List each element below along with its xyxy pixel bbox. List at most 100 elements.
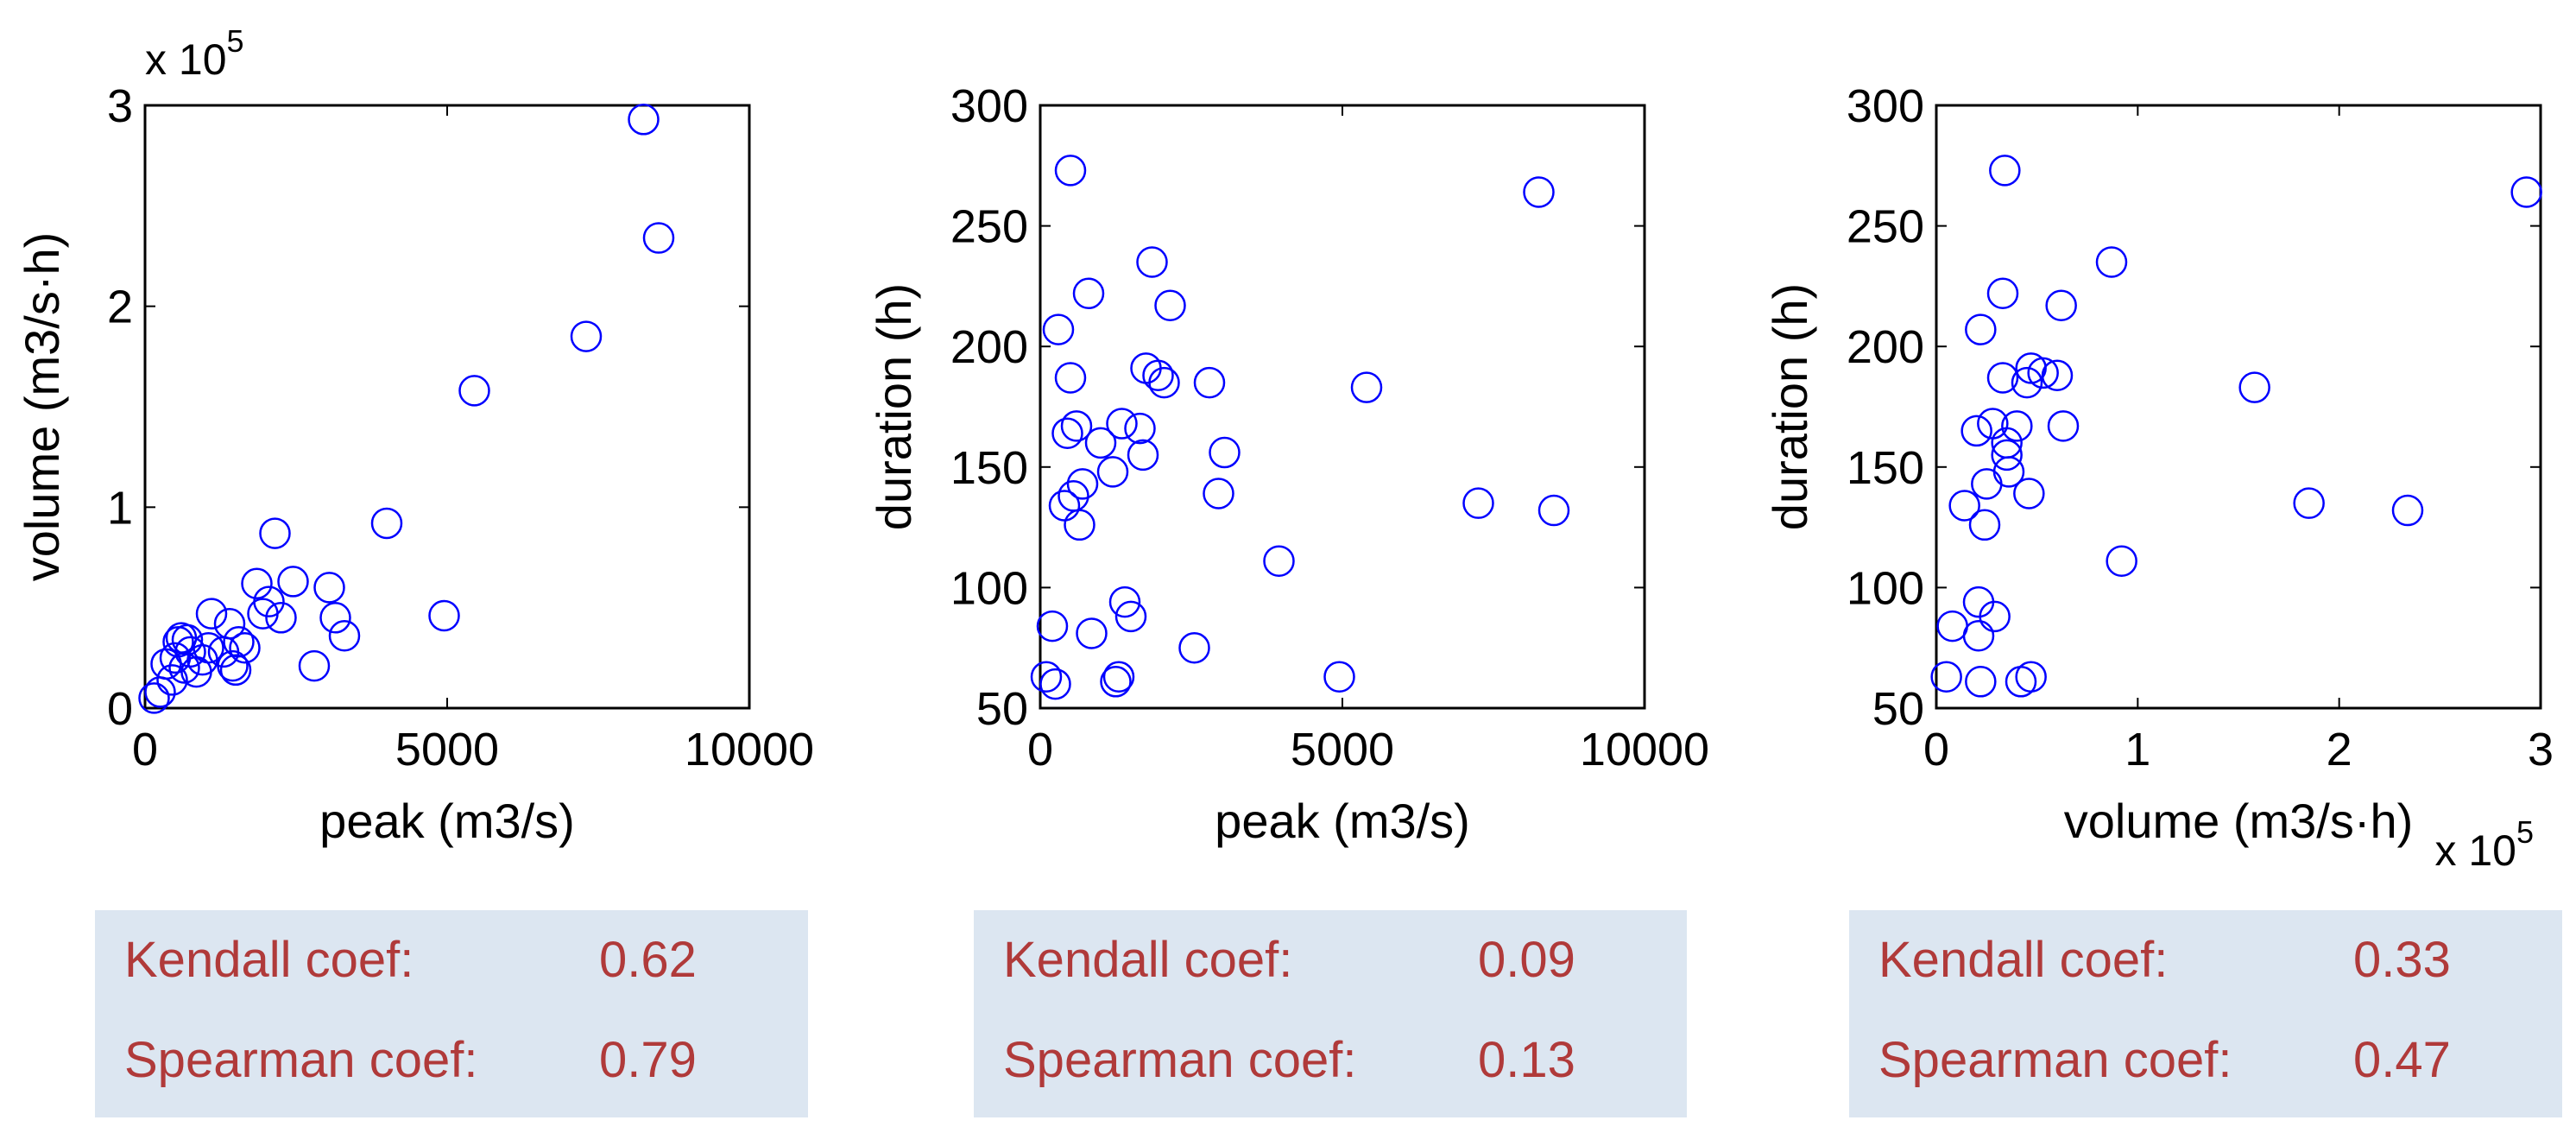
y-tick-label: 300	[950, 80, 1028, 132]
data-point	[2011, 366, 2043, 399]
data-point	[2013, 478, 2045, 510]
x-axis-label: peak (m3/s)	[1215, 794, 1470, 848]
data-point	[1193, 366, 1226, 399]
data-point	[570, 320, 603, 352]
kendall-label: Kendall coef:	[124, 932, 414, 988]
chart-panel-3: 0 1 2 3 50 100 150 200 250 300 volume (m3/s·h) dura…	[1763, 80, 2554, 875]
data-point	[253, 585, 285, 617]
data-points	[1030, 155, 1570, 700]
data-point	[1936, 610, 1968, 642]
data-point	[642, 222, 675, 254]
spearman-value: 0.47	[2353, 1032, 2451, 1088]
data-point	[1054, 362, 1087, 394]
data-point	[1948, 490, 1980, 522]
spearman-value: 0.79	[599, 1032, 697, 1088]
data-point	[1523, 176, 1555, 208]
data-point	[2047, 410, 2080, 442]
data-point	[259, 517, 291, 549]
x-tick-label: 10000	[685, 724, 814, 775]
data-point	[223, 625, 255, 658]
data-point	[1178, 631, 1210, 664]
data-point	[1051, 417, 1083, 449]
data-point	[2095, 246, 2128, 278]
data-point	[1148, 366, 1180, 399]
data-point	[1100, 666, 1132, 698]
data-point	[1991, 427, 2023, 459]
spearman-label: Spearman coef:	[1878, 1032, 2232, 1088]
data-point	[193, 631, 224, 664]
stats-box-3: Kendall coef: 0.33 Spearman coef: 0.47	[1849, 910, 2562, 1117]
y-tick-label: 100	[1847, 562, 1924, 614]
data-point	[1106, 408, 1138, 440]
data-point	[2106, 545, 2137, 577]
data-point	[428, 599, 460, 632]
x-tick-label: 5000	[1291, 724, 1394, 775]
data-point	[138, 682, 170, 714]
y-exponent-label: x 105	[145, 23, 244, 84]
plot-frame	[143, 104, 751, 710]
data-point	[1060, 410, 1093, 442]
x-tick-label: 3	[2528, 724, 2554, 775]
data-point	[1263, 545, 1295, 577]
y-axis-label: duration (h)	[1763, 283, 1817, 530]
y-tick-label: 3	[107, 80, 133, 132]
data-point	[1203, 478, 1234, 510]
data-point	[2045, 289, 2077, 321]
data-point	[313, 572, 345, 604]
stats-box-1: Kendall coef: 0.62 Spearman coef: 0.79	[95, 910, 808, 1117]
x-tick-label: 2	[2327, 724, 2352, 775]
y-tick-label: 250	[1847, 201, 1924, 253]
kendall-label: Kendall coef:	[1878, 932, 2169, 988]
data-point	[2001, 410, 2033, 442]
spearman-row: Spearman coef: 0.13	[974, 1026, 1687, 1095]
data-point	[628, 104, 660, 136]
spearman-label: Spearman coef:	[1003, 1032, 1357, 1088]
data-point	[1323, 661, 1355, 693]
data-point	[1142, 359, 1174, 391]
spearman-row: Spearman coef: 0.79	[95, 1026, 808, 1095]
y-tick-label: 150	[950, 442, 1028, 494]
spearman-label: Spearman coef:	[124, 1032, 478, 1088]
y-axis-label: volume (m3/s·h)	[15, 232, 69, 582]
stats-box-2: Kendall coef: 0.09 Spearman coef: 0.13	[974, 910, 1687, 1117]
data-point	[229, 631, 261, 664]
x-exponent-power: 5	[2516, 814, 2534, 850]
data-point	[1537, 494, 1570, 527]
data-point	[1462, 487, 1494, 519]
x-tick-label: 10000	[1580, 724, 1709, 775]
data-point	[217, 649, 249, 682]
data-point	[1072, 277, 1105, 310]
data-point	[1127, 439, 1159, 472]
data-point	[2293, 487, 2325, 519]
data-point	[1042, 313, 1075, 345]
y-tick-label: 200	[950, 321, 1028, 373]
kendall-row: Kendall coef: 0.09	[974, 926, 1687, 995]
data-point	[1209, 436, 1241, 469]
data-point	[265, 602, 297, 634]
data-point	[1064, 509, 1095, 541]
x-tick-label: 1	[2125, 724, 2150, 775]
data-point	[1930, 661, 1962, 693]
data-points	[1930, 155, 2542, 698]
y-tick-label: 1	[107, 482, 133, 534]
y-tick-label: 100	[950, 562, 1028, 614]
y-tick-label: 2	[107, 282, 133, 333]
data-point	[1039, 668, 1071, 700]
data-point	[458, 375, 490, 407]
data-point	[298, 649, 331, 682]
x-tick-label: 0	[1923, 724, 1949, 775]
spearman-value: 0.13	[1478, 1032, 1575, 1088]
data-point	[195, 598, 228, 630]
data-point	[1992, 456, 2025, 488]
data-point	[1965, 666, 1997, 698]
data-point	[370, 507, 403, 540]
data-point	[2238, 371, 2270, 403]
y-tick-label: 250	[950, 201, 1028, 253]
data-point	[1965, 313, 1997, 345]
data-points	[138, 104, 675, 714]
data-point	[1960, 415, 1992, 447]
kendall-row: Kendall coef: 0.33	[1849, 926, 2562, 995]
chart-panel-2: 0 5000 10000 50 100 150 200 250 300 peak (m3/s) du…	[867, 80, 1709, 848]
data-point	[1989, 155, 2021, 187]
